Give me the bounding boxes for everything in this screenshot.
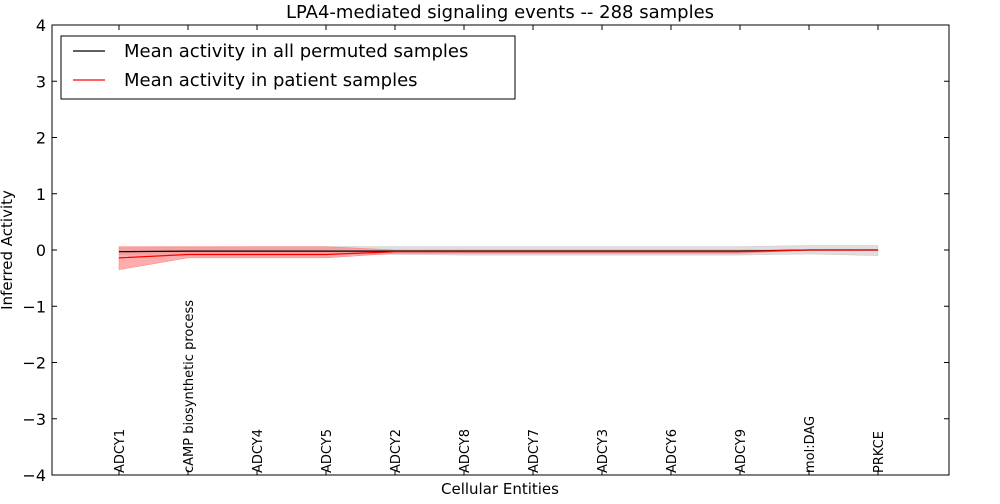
y-tick-label: 4 (36, 16, 46, 35)
y-tick-label: 0 (36, 241, 46, 260)
legend-box (60, 35, 516, 100)
x-tick-label: ADCY9 (734, 429, 749, 473)
x-tick-label: mol:DAG (803, 416, 818, 473)
y-tick-label: −1 (22, 297, 46, 316)
x-tick-label: ADCY1 (113, 429, 128, 473)
y-axis-label: Inferred Activity (0, 190, 16, 310)
x-tick-label: ADCY4 (251, 429, 266, 473)
x-axis-label: Cellular Entities (441, 480, 559, 498)
x-tick-label: ADCY6 (665, 429, 680, 473)
x-tick-label: cAMP biosynthetic process (182, 300, 197, 473)
x-tick-label: PRKCE (872, 431, 887, 473)
legend-label-permuted: Mean activity in all permuted samples (124, 41, 468, 62)
x-tick-label: ADCY7 (527, 429, 542, 473)
y-tick-label: 2 (36, 129, 46, 148)
legend-label-patient: Mean activity in patient samples (124, 70, 418, 91)
y-tick-label: −2 (22, 354, 46, 373)
x-tick-label: ADCY2 (389, 429, 404, 473)
chart-title: LPA4-mediated signaling events -- 288 sa… (286, 2, 714, 23)
y-tick-label: 1 (36, 185, 46, 204)
y-tick-label: −4 (22, 466, 46, 485)
plot-area: 4 3 2 1 0 −1 −2 −3 −4 ADCY1 cAMP biosynthetic proc… (22, 16, 950, 485)
x-tick-label: ADCY3 (596, 429, 611, 473)
x-tick-label: ADCY5 (320, 429, 335, 473)
y-tick-label: −3 (22, 410, 46, 429)
series-line-patient (118, 249, 878, 259)
y-tick-label: 3 (36, 72, 46, 91)
x-tick-label: ADCY8 (458, 429, 473, 473)
legend: Mean activity in all permuted samples Me… (60, 35, 516, 100)
confidence-band-patient (118, 246, 878, 270)
